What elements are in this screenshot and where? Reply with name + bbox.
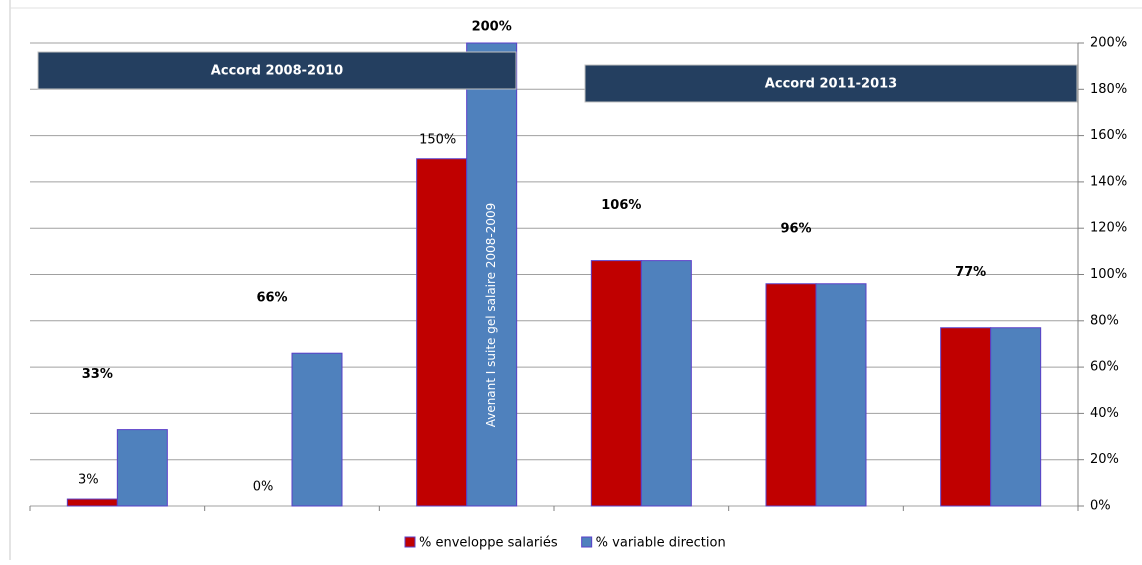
legend-swatch bbox=[404, 536, 416, 548]
y-tick-label: 80% bbox=[1090, 313, 1119, 328]
bar bbox=[640, 260, 692, 507]
bar bbox=[66, 498, 118, 507]
y-tick-label: 40% bbox=[1090, 406, 1119, 421]
bar bbox=[590, 260, 642, 507]
y-tick-label: 120% bbox=[1090, 221, 1127, 236]
legend-label: % variable direction bbox=[596, 536, 726, 551]
annotation-box bbox=[37, 51, 517, 90]
y-tick-label: 140% bbox=[1090, 174, 1127, 189]
annotation: Accord 2008-2010 bbox=[211, 64, 343, 79]
data-label: 0% bbox=[253, 480, 274, 495]
y-tick-label: 200% bbox=[1090, 36, 1127, 51]
annotation: Accord 2011-2013 bbox=[765, 77, 897, 92]
annotation-box bbox=[584, 64, 1078, 103]
y-tick-label: 60% bbox=[1090, 360, 1119, 375]
legend-swatch bbox=[581, 536, 593, 548]
bar bbox=[291, 352, 343, 507]
y-tick-label: 100% bbox=[1090, 267, 1127, 282]
data-label: 200% bbox=[472, 20, 512, 35]
data-label: 96% bbox=[780, 221, 811, 236]
bar bbox=[815, 283, 867, 507]
legend-label: % enveloppe salariés bbox=[419, 536, 558, 551]
bar bbox=[765, 283, 817, 507]
annotation: Avenant I suite gel salaire 2008-2009 bbox=[484, 203, 498, 428]
data-label: 33% bbox=[82, 367, 113, 382]
bar bbox=[990, 327, 1042, 507]
data-label: 3% bbox=[78, 473, 99, 488]
y-tick-label: 180% bbox=[1090, 82, 1127, 97]
data-label: 66% bbox=[256, 291, 287, 306]
bar bbox=[466, 42, 518, 507]
y-tick-label: 160% bbox=[1090, 128, 1127, 143]
data-label: 106% bbox=[601, 198, 641, 213]
y-tick-label: 20% bbox=[1090, 452, 1119, 467]
bar bbox=[940, 327, 992, 507]
bar bbox=[116, 429, 168, 507]
bar bbox=[416, 158, 468, 507]
y-tick-label: 0% bbox=[1090, 499, 1111, 514]
data-label: 150% bbox=[419, 132, 456, 147]
data-label: 77% bbox=[955, 265, 986, 280]
